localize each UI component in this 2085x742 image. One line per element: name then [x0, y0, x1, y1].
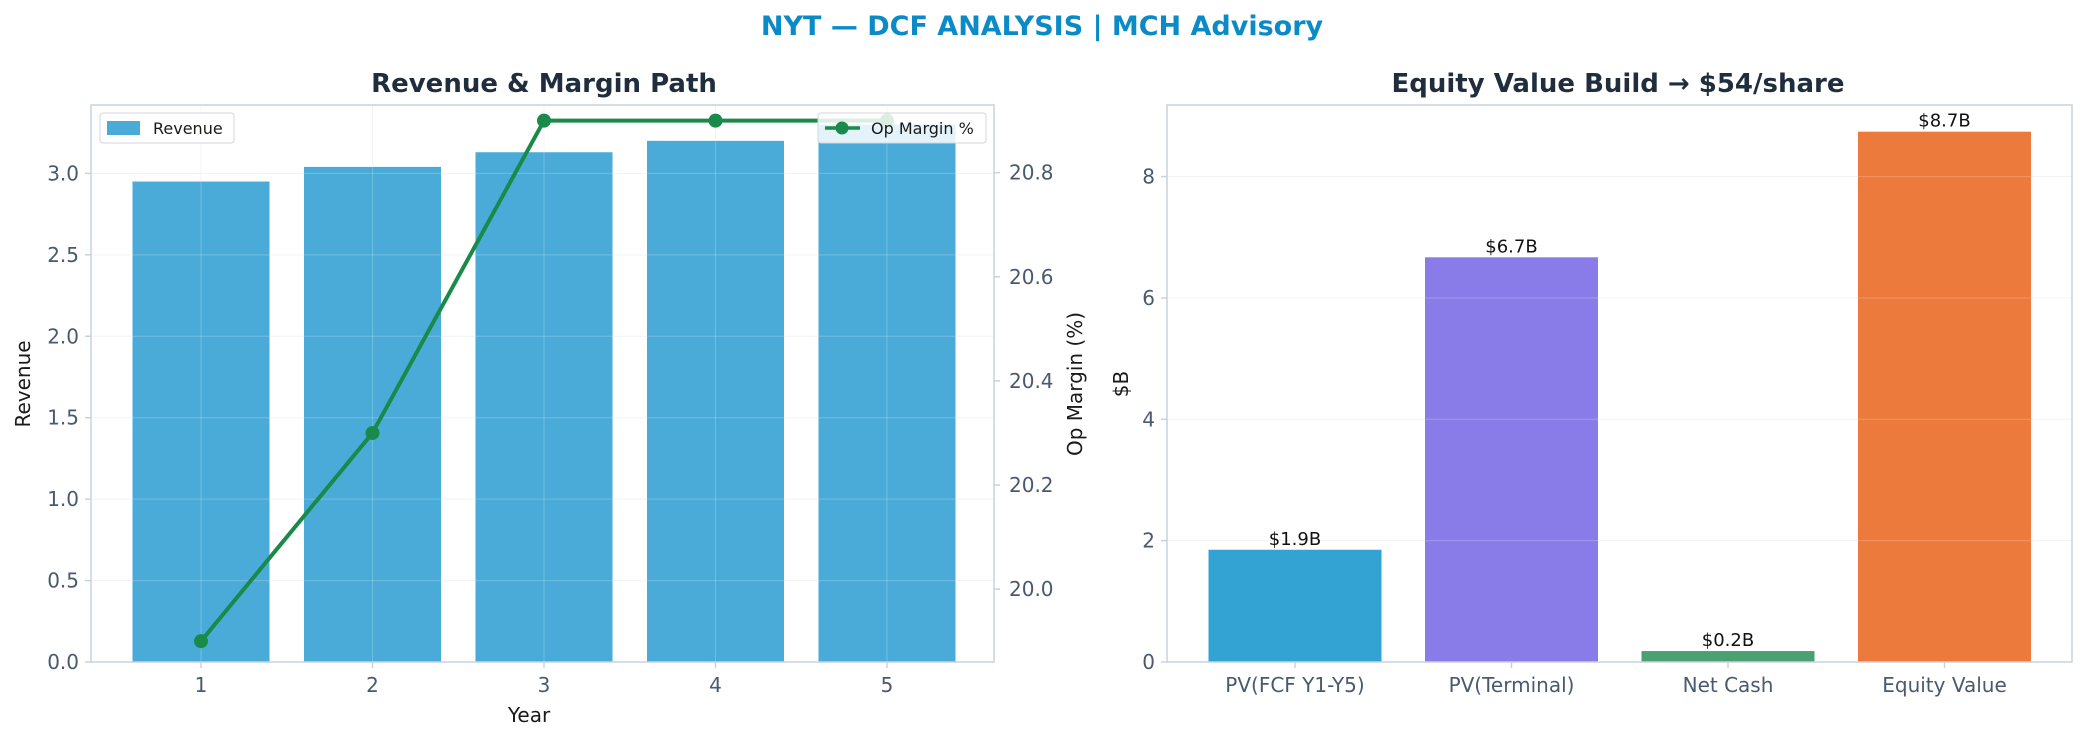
- y-tick-label: 4: [1142, 407, 1155, 431]
- legend-label: Op Margin %: [871, 119, 974, 138]
- x-tick-label: PV(FCF Y1-Y5): [1225, 673, 1364, 697]
- legend-label: Revenue: [153, 119, 223, 138]
- margin-point: [708, 113, 723, 128]
- y-axis-label: Revenue: [11, 340, 35, 427]
- equity-bar: [1208, 549, 1382, 662]
- x-tick-label: Equity Value: [1882, 673, 2007, 697]
- y2-tick-label: 20.0: [1009, 577, 1054, 601]
- revenue-bars: [91, 105, 994, 663]
- equity-bars: [1167, 131, 2072, 663]
- x-tick-label: 4: [709, 673, 722, 697]
- revenue-bar: [132, 181, 270, 662]
- y-tick-label: 2.5: [47, 243, 79, 267]
- equity-build-chart: $1.9B $6.7B $0.2B $8.7B 0 2 4 6 8 PV(FCF Y1-Y5) P…: [1109, 69, 2073, 697]
- y2-tick-label: 20.4: [1009, 369, 1054, 393]
- legend-margin: Op Margin %: [817, 112, 987, 144]
- y-tick-label: 2: [1142, 529, 1155, 553]
- tick-labels: 0.0 0.5 1.0 1.5 2.0 2.5 3.0 20.0 20.2 20.4 20.6 20.…: [47, 161, 1053, 697]
- y-tick-label: 0: [1142, 650, 1155, 674]
- x-tick-label: 2: [366, 673, 379, 697]
- chart-title: Revenue & Margin Path: [371, 69, 717, 99]
- x-tick-label: Net Cash: [1683, 673, 1774, 697]
- y2-axis-label: Op Margin (%): [1063, 312, 1087, 456]
- y-tick-label: 0.5: [47, 569, 79, 593]
- figure-title: NYT — DCF ANALYSIS | MCH Advisory: [761, 11, 1324, 42]
- x-axis-label: Year: [507, 703, 551, 727]
- revenue-bar: [475, 152, 613, 662]
- y-axis-label: $B: [1109, 371, 1133, 397]
- tick-labels: 0 2 4 6 8 PV(FCF Y1-Y5) PV(Terminal) Net Cash Eq…: [1142, 165, 2007, 697]
- y-tick-label: 1.5: [47, 406, 79, 430]
- y-tick-label: 1.0: [47, 487, 79, 511]
- y2-tick-label: 20.6: [1009, 265, 1054, 289]
- y2-tick-label: 20.8: [1009, 161, 1054, 185]
- x-tick-label: PV(Terminal): [1449, 673, 1575, 697]
- revenue-bar: [818, 124, 956, 662]
- revenue-margin-chart: 0.0 0.5 1.0 1.5 2.0 2.5 3.0 20.0 20.2 20.4 20.6 20.…: [11, 69, 1087, 727]
- y-tick-label: 0.0: [47, 650, 79, 674]
- margin-point: [365, 425, 380, 440]
- bar-value-labels: $1.9B $6.7B $0.2B $8.7B: [1269, 111, 1971, 651]
- x-tick-label: 3: [538, 673, 551, 697]
- revenue-bar: [304, 166, 441, 662]
- y-tick-label: 6: [1142, 286, 1155, 310]
- revenue-bar: [647, 140, 784, 662]
- legend-revenue: Revenue: [99, 112, 235, 144]
- plot-frame: [1166, 104, 2073, 663]
- equity-bar: [1858, 131, 2031, 663]
- axes: [90, 104, 995, 663]
- legend-swatch: [107, 121, 140, 135]
- bar-value-label: $6.7B: [1485, 236, 1537, 257]
- plot-frame: [90, 104, 995, 663]
- chart-title: Equity Value Build → $54/share: [1392, 69, 1845, 99]
- y-tick-label: 3.0: [47, 161, 79, 185]
- y-tick-label: 8: [1142, 165, 1155, 189]
- x-tick-label: 1: [195, 673, 208, 697]
- bar-value-label: $0.2B: [1702, 630, 1754, 651]
- y2-tick-label: 20.2: [1009, 473, 1054, 497]
- bar-value-label: $8.7B: [1918, 111, 1970, 132]
- axes: [1166, 104, 2073, 663]
- legend-box: [817, 112, 987, 144]
- legend-marker: [835, 121, 849, 135]
- y-tick-label: 2.0: [47, 324, 79, 348]
- equity-bar: [1641, 651, 1815, 662]
- bar-value-label: $1.9B: [1269, 529, 1321, 550]
- margin-point: [194, 634, 208, 649]
- margin-point: [537, 113, 551, 128]
- equity-bar: [1425, 257, 1598, 662]
- x-tick-label: 5: [881, 673, 894, 697]
- legend-box: [99, 112, 235, 144]
